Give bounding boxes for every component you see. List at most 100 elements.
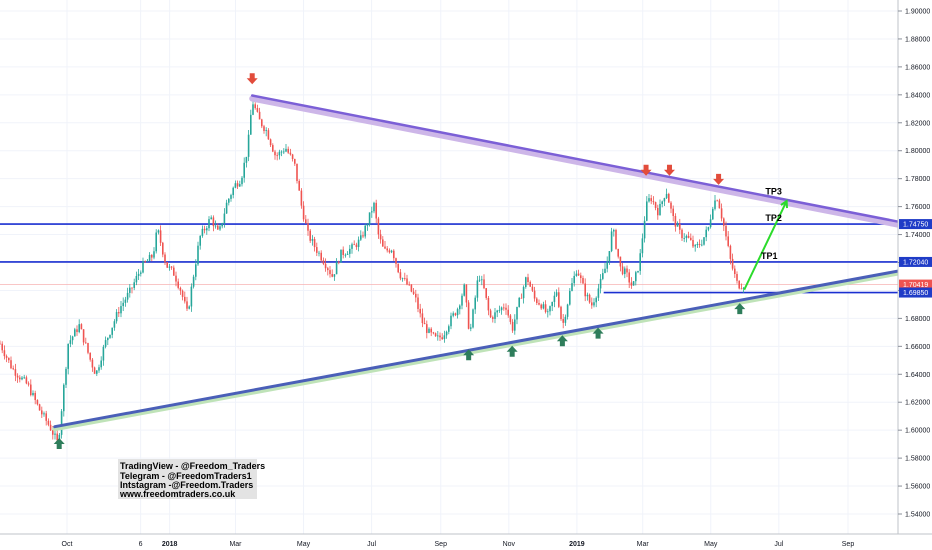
time-axis-label: May — [297, 541, 311, 548]
candle-body — [696, 243, 699, 246]
watermark-background — [118, 459, 257, 499]
time-axis-label: 2019 — [569, 541, 585, 548]
candle-body — [467, 302, 470, 329]
candle-body — [362, 235, 364, 237]
candle-body — [597, 288, 600, 298]
resistance-trendline[interactable] — [250, 94, 912, 226]
candle-body — [111, 327, 113, 335]
candle-body — [173, 267, 175, 276]
candle-body — [454, 313, 457, 316]
candle-body — [738, 280, 740, 289]
candle-body — [261, 119, 263, 127]
candle-body — [507, 309, 509, 316]
candle-body — [25, 377, 28, 384]
candle-body — [661, 201, 663, 205]
candle-body — [478, 279, 481, 281]
candle-body — [247, 134, 250, 157]
candle-body — [91, 359, 94, 368]
candle-body — [368, 212, 371, 225]
candle-body — [388, 250, 391, 253]
time-axis-background — [0, 534, 932, 550]
candle-body — [386, 248, 388, 251]
candle-body — [16, 375, 19, 378]
candle-body — [566, 304, 569, 317]
target-label-tp3: TP3 — [765, 187, 782, 197]
candle-body — [518, 297, 520, 307]
candle-body — [619, 256, 622, 267]
candle-body — [718, 200, 721, 209]
time-axis[interactable]: Oct 6 2018 Mar May Jul Sep Nov 2019 Mar May Jul Sep — [0, 533, 932, 550]
candle-body — [610, 231, 613, 252]
candle-body — [509, 315, 512, 322]
candle-body — [516, 306, 518, 320]
candle-body — [225, 202, 228, 214]
candle-body — [676, 223, 679, 227]
candle-body — [694, 245, 696, 247]
candle-body — [8, 357, 10, 361]
price-tick-label: 1.78000 — [905, 176, 930, 183]
candle-body — [514, 319, 516, 331]
candle-body — [672, 208, 674, 216]
support-trendline[interactable] — [53, 267, 912, 429]
candle-body — [305, 219, 307, 224]
candle-body — [681, 229, 683, 239]
candle-body — [85, 342, 87, 344]
candle-body — [373, 202, 375, 212]
watermark-line-1: TradingView - @Freedom_Traders — [120, 461, 265, 471]
candle-body — [181, 290, 184, 297]
candle-body — [729, 245, 732, 259]
up-arrow-marker — [463, 349, 475, 361]
candle-body — [168, 266, 171, 268]
candle-body — [316, 247, 318, 253]
candle-body — [250, 114, 252, 135]
candle-body — [338, 261, 340, 263]
candle-body — [52, 430, 54, 435]
candle-body — [276, 155, 278, 157]
projection-arrow-line — [743, 200, 788, 291]
candle-body — [465, 284, 468, 303]
trendlines[interactable] — [52, 94, 914, 432]
price-badge-label: 1.69850 — [903, 290, 928, 297]
candle-body — [701, 244, 703, 246]
candle-body — [179, 287, 182, 291]
candle-body — [637, 270, 639, 273]
candle-body — [96, 370, 98, 374]
candle-body — [395, 258, 397, 264]
candle-body — [489, 310, 492, 318]
candle-body — [549, 306, 551, 312]
candle-body — [408, 284, 410, 286]
candle-body — [349, 248, 351, 254]
candle-body — [210, 217, 212, 220]
time-axis-label: Oct — [62, 541, 73, 548]
candle-body — [23, 377, 25, 379]
candle-body — [126, 292, 129, 300]
candle-body — [382, 239, 384, 247]
candle-body — [177, 281, 179, 288]
candle-body — [591, 302, 593, 306]
watermark-line-3: Intstagram -@Freedom.Traders — [120, 480, 253, 490]
candle-body — [487, 297, 490, 311]
candle-body — [120, 306, 122, 314]
candle-body — [71, 336, 74, 341]
candle-body — [615, 229, 617, 249]
price-tick-label: 1.82000 — [905, 120, 930, 127]
candle-body — [230, 195, 232, 199]
candle-body — [635, 272, 637, 282]
price-tick-label: 1.74000 — [905, 232, 930, 239]
price-axis[interactable]: 1.90000 1.88000 1.86000 1.84000 1.82000 1.800… — [897, 0, 932, 534]
candle-body — [555, 292, 558, 296]
candle-body — [538, 302, 540, 305]
candle-body — [573, 275, 575, 284]
candle-body — [375, 202, 377, 219]
candle-body — [434, 333, 437, 337]
candle-body — [294, 159, 296, 164]
candle-body — [280, 151, 283, 153]
price-badge-label: 1.72040 — [903, 259, 928, 266]
price-badge — [899, 219, 932, 230]
price-tick-label: 1.86000 — [905, 64, 930, 71]
candle-body — [428, 328, 430, 333]
candle-body — [357, 239, 360, 248]
candle-body — [184, 296, 186, 302]
candle-body — [533, 290, 536, 299]
